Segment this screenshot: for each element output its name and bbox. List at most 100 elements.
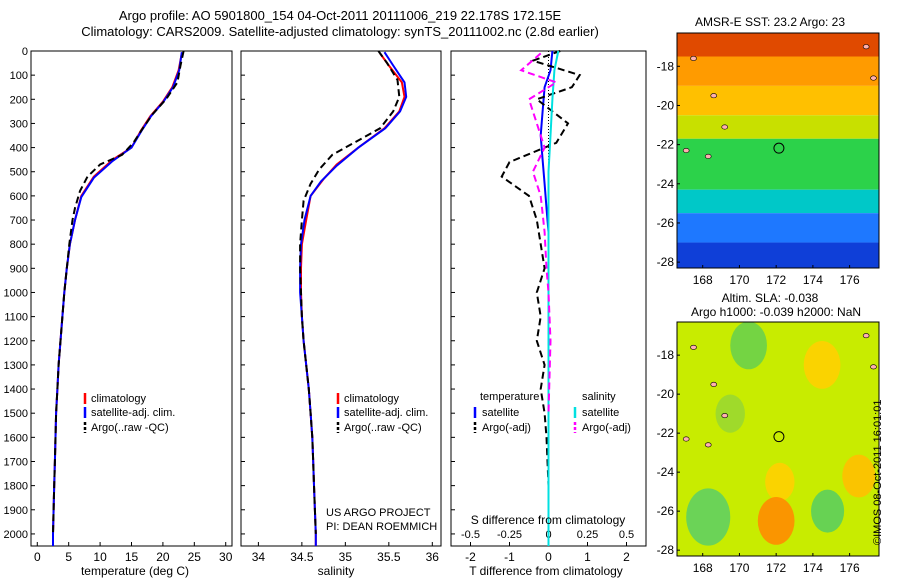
y-tick-label: 0	[22, 46, 28, 58]
diff-series-line-1	[500, 50, 582, 534]
island	[862, 44, 870, 50]
y-tick-label: 1700	[4, 456, 28, 468]
map-y-tick-label: -18	[657, 59, 675, 73]
y-tick-label: 1300	[4, 360, 28, 372]
difference-panel: -2 -1 0 1 2-0.5 -0.25 0 0.25 0.5	[450, 50, 647, 564]
y-tick-label: 800	[10, 239, 28, 251]
x-tick-label: 2	[623, 550, 630, 564]
temp-legend-label-1: satellite-adj. clim.	[91, 407, 175, 419]
island	[704, 442, 712, 448]
sst-band	[677, 213, 879, 243]
y-tick-label: 500	[10, 167, 28, 179]
x-tick-label: 5	[65, 550, 72, 564]
x-tick-label: 0	[34, 550, 41, 564]
sla-blob	[842, 454, 876, 498]
sla-map-title: Altim. SLA: -0.038	[722, 291, 819, 305]
x-tick-label: 20	[156, 550, 170, 564]
island	[682, 436, 690, 442]
sal-series-line-2	[299, 50, 401, 534]
y-tick-label: 100	[10, 70, 28, 82]
sal-legend-label-0: climatology	[344, 393, 400, 405]
sst-map-panel: 168 170 172 174 176 -18 -20 -22 -24 -26 -28	[657, 32, 880, 287]
y-tick-label: 1500	[4, 408, 28, 420]
sla-blob	[686, 488, 731, 546]
sla-map-panel: 168 170 172 174 176 -18 -20 -22 -24 -26 -28	[657, 321, 880, 575]
s-tick-label: 0.25	[577, 529, 598, 541]
map-x-tick-label: 170	[729, 561, 749, 575]
y-tick-label: 1200	[4, 336, 28, 348]
salinity-panel: 34 34.5 35 35.5 36	[240, 50, 442, 564]
sst-map-frame	[676, 32, 880, 269]
pi-annotation-line2: PI: DEAN ROEMMICH	[326, 521, 437, 533]
diff-legend-title-temperature: temperature	[480, 391, 539, 403]
island	[870, 364, 877, 370]
y-tick-label: 200	[10, 94, 28, 106]
sla-blob	[757, 497, 795, 545]
map-x-tick-label: 176	[840, 561, 860, 575]
figure-title-line2: Climatology: CARS2009. Satellite-adjuste…	[81, 24, 599, 39]
map-y-tick-label: -20	[657, 387, 675, 401]
map-y-tick-label: -22	[657, 138, 675, 152]
sal-legend-label-2: Argo(..raw -QC)	[344, 422, 422, 434]
sst-band	[677, 242, 879, 268]
y-tick-label: 300	[10, 118, 28, 130]
diff-legend-t-label-1: Argo(-adj)	[482, 422, 531, 434]
y-tick-label: 900	[10, 263, 28, 275]
y-tick-label: 1900	[4, 505, 28, 517]
sla-blob	[730, 322, 767, 370]
y-tick-label: 1600	[4, 432, 28, 444]
island	[682, 148, 690, 154]
map-y-tick-label: -26	[657, 216, 675, 230]
pi-annotation-line1: US ARGO PROJECT	[326, 507, 431, 519]
diff-series-line-2	[547, 50, 560, 546]
temp-xlabel: temperature (deg C)	[81, 564, 189, 578]
y-tick-label: 600	[10, 191, 28, 203]
x-tick-label: 34.5	[290, 550, 314, 564]
x-tick-label: 0	[545, 550, 552, 564]
map-y-tick-label: -20	[657, 98, 675, 112]
map-x-tick-label: 174	[803, 273, 823, 287]
x-tick-label: 10	[93, 550, 107, 564]
map-y-tick-label: -28	[657, 543, 675, 557]
sla-map-frame	[676, 321, 880, 557]
map-y-tick-label: -24	[657, 177, 675, 191]
s-tick-label: -0.25	[497, 529, 522, 541]
map-x-tick-label: 170	[729, 273, 749, 287]
map-y-tick-label: -26	[657, 504, 675, 518]
y-tick-label: 1100	[4, 312, 28, 324]
island	[704, 153, 712, 159]
diff-xlabel-s: S difference from climatology	[471, 513, 626, 527]
y-tick-label: 1800	[4, 481, 28, 493]
sst-map-field	[677, 33, 879, 268]
diff-legend-s-label-1: Argo(-adj)	[582, 422, 631, 434]
island	[710, 381, 718, 387]
map-x-tick-label: 172	[766, 561, 786, 575]
temp-series-line-2	[52, 50, 185, 534]
s-tick-label: 0.5	[619, 529, 634, 541]
sla-blob	[811, 489, 845, 533]
sla-blob	[803, 341, 841, 389]
island	[721, 124, 729, 130]
argo-position-marker	[773, 142, 785, 154]
map-x-tick-label: 174	[803, 561, 823, 575]
map-x-tick-label: 172	[766, 273, 786, 287]
sst-band	[677, 56, 879, 86]
temp-legend-label-2: Argo(..raw -QC)	[91, 422, 169, 434]
map-y-tick-label: -22	[657, 426, 675, 440]
sla-blob	[715, 394, 745, 433]
sst-band	[677, 189, 879, 214]
argo-position-marker	[773, 431, 785, 443]
diff-xlabel-t: T difference from climatology	[469, 564, 623, 578]
x-tick-label: -2	[465, 550, 476, 564]
map-x-tick-label: 168	[693, 561, 713, 575]
map-y-tick-label: -28	[657, 255, 675, 269]
map-y-tick-label: -18	[657, 348, 675, 362]
temp-legend-label-0: climatology	[91, 393, 147, 405]
sst-band	[677, 85, 879, 116]
x-tick-label: 1	[584, 550, 591, 564]
temp-plot-frame	[30, 50, 233, 547]
x-tick-label: 15	[125, 550, 139, 564]
sla-map-field	[677, 322, 879, 556]
imos-credit: ©IMOS 08-Oct-2011 16:01:01	[872, 399, 884, 545]
